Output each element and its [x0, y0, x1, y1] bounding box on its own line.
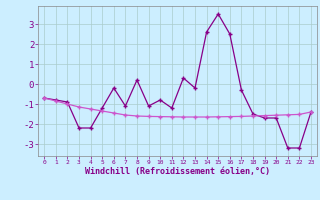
X-axis label: Windchill (Refroidissement éolien,°C): Windchill (Refroidissement éolien,°C)	[85, 167, 270, 176]
